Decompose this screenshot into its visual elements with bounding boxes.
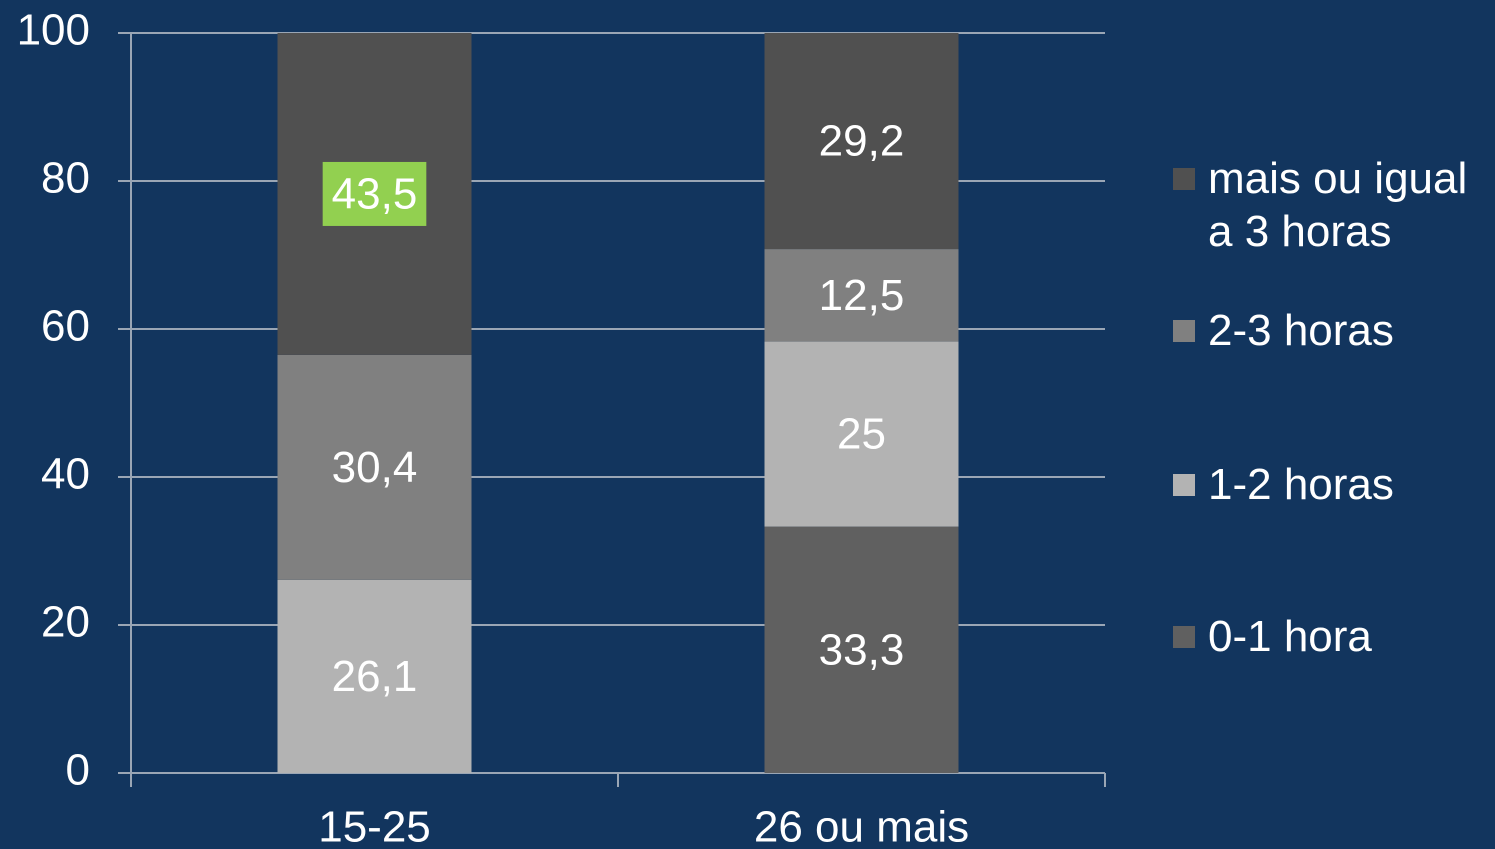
legend-label: 0-1 hora <box>1208 611 1372 661</box>
legend-label: mais ou igual a 3 horas <box>1208 154 1468 256</box>
legend-swatch <box>1173 625 1195 648</box>
value-label: 29,2 <box>819 117 905 166</box>
value-label: 33,3 <box>819 625 905 674</box>
y-tick-label: 20 <box>41 598 90 647</box>
value-label: 12,5 <box>819 271 905 320</box>
legend-item: mais ou igual a 3 horas <box>1173 152 1493 258</box>
legend-swatch <box>1173 168 1195 190</box>
value-label: 25 <box>837 410 886 459</box>
y-tick-label: 80 <box>41 154 90 203</box>
bar-segment <box>277 354 472 580</box>
legend-item: 2-3 horas <box>1173 304 1493 357</box>
legend-item: 1-2 horas <box>1173 458 1493 511</box>
y-tick-label: 60 <box>41 302 90 351</box>
y-tick-label: 100 <box>17 6 90 55</box>
x-tick-label: 26 ou mais <box>754 803 969 849</box>
bar-segment <box>764 526 959 773</box>
bar-segment <box>764 33 959 250</box>
legend-swatch <box>1173 319 1195 342</box>
y-tick-label: 40 <box>41 450 90 499</box>
bar-segment <box>764 249 959 342</box>
x-tick-label: 15-25 <box>318 803 431 849</box>
legend-label: 2-3 horas <box>1208 305 1394 355</box>
value-label-background <box>322 161 427 226</box>
value-label: 43,5 <box>332 170 418 219</box>
bar-segment <box>764 341 959 527</box>
value-label: 30,4 <box>332 443 418 492</box>
legend-item: 0-1 hora <box>1173 610 1493 663</box>
y-tick-label: 0 <box>66 746 90 795</box>
legend-label: 1-2 horas <box>1208 459 1394 509</box>
legend-swatch <box>1173 473 1195 496</box>
bar-segment <box>277 579 472 773</box>
value-label: 26,1 <box>332 652 418 701</box>
